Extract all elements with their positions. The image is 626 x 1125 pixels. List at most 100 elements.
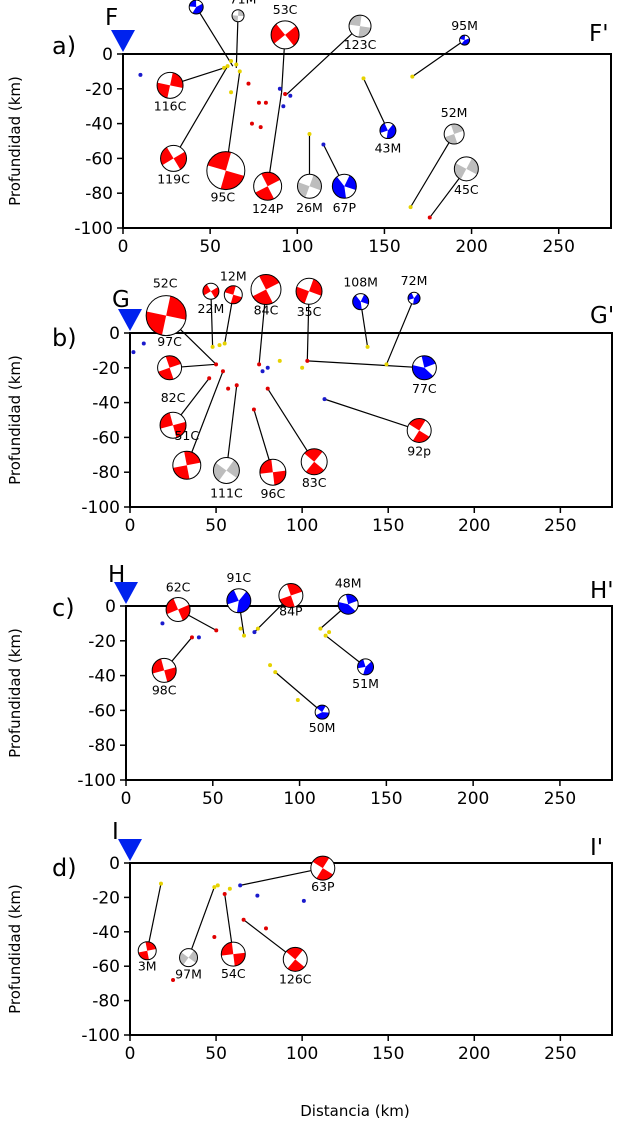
mechanism-label: 111C [210,485,243,500]
hypocenter-point [225,64,230,69]
mechanism-connector [225,385,238,471]
beachball-quad-2 [210,287,219,299]
beachball-outline [296,173,322,199]
focal-mechanism: 97C [157,334,182,381]
plot-frame [129,862,613,1036]
focal-mechanism: 96C [259,458,287,501]
beachball-outline [206,151,246,191]
mechanism-label: 51C [174,428,199,443]
x-tick-label: 50 [205,516,227,536]
y-tick-label: -100 [74,219,113,239]
hypocenter-point [327,630,332,635]
mechanism-label: 96C [261,486,286,501]
focal-mechanism: 108M [343,275,378,311]
hypocenter-point [260,369,265,374]
focal-mechanism: 84P [278,583,304,619]
hypocenter-point [295,697,300,702]
beachball-outline [231,9,245,23]
beachball-outline [226,588,252,614]
hypocenter-point [131,350,136,355]
beachball-outline [331,173,357,199]
hypocenter-point [234,62,239,67]
hypocenter-point [141,341,146,346]
focal-mechanism: 50M [309,704,335,735]
hypocenter-point [255,893,260,898]
x-tick-label: 150 [370,789,402,809]
beachball-quad-2 [170,72,184,89]
y-tick-label: -80 [92,992,120,1012]
mechanism-label: 45C [454,182,479,197]
profile-end-label: H' [590,578,614,604]
station-triangle-icon [114,582,138,604]
beachball-quad-2 [349,15,362,27]
mechanism-label: 52C [153,276,178,291]
beachball-outline [270,20,300,50]
x-tick-label: 50 [199,237,221,257]
mechanism-label: 54C [221,966,246,981]
beachball-quad-2 [178,604,191,621]
focal-mechanism: 91C [226,570,252,614]
focal-mechanism: 43M [375,122,401,156]
hypocenter-point [281,104,286,109]
beachball-quad-2 [173,151,187,170]
hypocenter-point [251,407,256,412]
x-tick-label: 200 [457,789,489,809]
mechanism-label: 84C [254,303,279,318]
hypocenter-point [138,72,143,77]
beachball-quad-1 [221,942,234,956]
x-tick-label: 250 [544,789,576,809]
mechanism-connector [410,133,455,208]
beachball-outline [253,171,283,201]
mechanism-connector [267,388,315,463]
y-tick-label: -100 [81,1026,120,1046]
hypocenter-point [189,635,194,640]
beachball-quad-2 [238,9,245,17]
y-tick-label: -20 [92,359,120,379]
plot-frame [125,605,613,781]
beachball-outline [165,596,191,622]
focal-mechanism: 97M [175,948,202,982]
beachball-quad-1 [461,38,470,46]
beachball-outline [337,593,359,615]
mechanism-label: 83C [302,475,327,490]
x-tick-label: 250 [544,1044,576,1064]
beachball-quad-1 [160,147,174,166]
focal-mechanism: 92p [406,417,432,458]
focal-mechanism: 62C [165,579,191,622]
hypocenter-point [277,86,282,91]
hypocenter-point [307,132,312,137]
hypocenter-point [361,76,366,81]
beachball-quad-1 [363,661,374,675]
y-tick-label: 0 [102,45,113,65]
beachball-quad-1 [213,462,227,481]
hypocenter-point [263,926,268,931]
beachball-quad-1 [352,295,362,310]
y-tick-label: -20 [92,888,120,908]
hypocenter-point [427,215,432,220]
panel-d: 0 50 100 150 200 250 0 -20 -40 -60 -80 -100 Profundi… [6,819,613,1120]
beachball-quad-2 [184,451,201,466]
mechanism-connector [187,886,215,958]
beachball-outline [310,855,336,881]
mechanism-connector [362,78,389,131]
hypocenter-point [238,626,243,631]
focal-mechanism: 124P [252,171,284,216]
beachball-outline [145,295,187,337]
hypocenter-point [222,341,227,346]
profile-start-label: F [105,5,118,31]
hypocenter-point [263,100,268,105]
hypocenter-point [226,386,231,391]
y-axis-title: Profundidad (km) [6,884,24,1014]
mechanism-connector [274,671,323,713]
focal-mechanism: 84C [250,274,282,318]
mechanism-label: 98C [152,682,177,697]
panel-label: d) [52,854,77,882]
focal-mechanism: 71M [230,0,256,23]
beachball-outline [300,448,328,476]
profile-start-label: G [112,287,130,313]
hypocenter-point [318,626,323,631]
hypocenter-point [256,100,261,105]
beachball-outline [188,0,204,15]
mechanism-connector [186,371,224,466]
